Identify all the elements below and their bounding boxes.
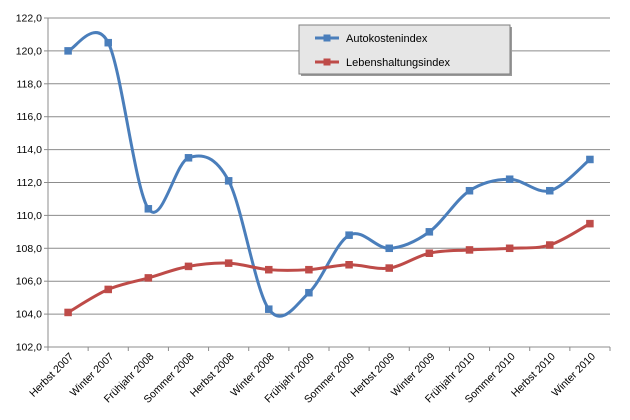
y-axis-tick-labels: 102,0 104,0 106,0 108,0 110,0 112,0 114,0 116,0… — [16, 13, 42, 354]
data-point-autokostenindex — [505, 175, 514, 183]
y-tick-label: 104,0 — [16, 309, 42, 321]
data-point-autokostenindex — [465, 186, 474, 195]
data-point-autokostenindex — [184, 154, 193, 162]
data-point-lebenshaltungsindex — [104, 285, 112, 294]
y-tick-label: 112,0 — [17, 177, 43, 189]
data-point-lebenshaltungsindex — [586, 219, 594, 228]
series-line-lebenshaltungsindex — [66, 222, 592, 314]
data-point-autokostenindex — [345, 231, 353, 239]
y-tick-label: 122,0 — [16, 13, 42, 25]
data-point-autokostenindex — [385, 244, 393, 253]
data-point-lebenshaltungsindex — [144, 274, 153, 282]
data-point-autokostenindex — [265, 305, 273, 313]
data-point-lebenshaltungsindex — [345, 261, 353, 269]
y-tick-label: 114,0 — [17, 144, 43, 156]
data-point-autokostenindex — [144, 205, 153, 213]
y-tick-label: 106,0 — [16, 276, 42, 288]
legend-swatch-marker-autokostenindex — [323, 34, 331, 42]
legend: Autokostenindex Lebenshaltungsindex — [298, 24, 512, 76]
y-tick-label: 120,0 — [16, 45, 42, 57]
legend-label-autokostenindex: Autokostenindex — [346, 33, 428, 45]
y-tick-label: 118,0 — [17, 78, 43, 90]
data-point-autokostenindex — [546, 186, 554, 195]
data-point-lebenshaltungsindex — [385, 264, 393, 272]
axes — [44, 17, 611, 351]
series-markers — [64, 38, 594, 317]
data-point-lebenshaltungsindex — [465, 246, 474, 254]
series-line-autokostenindex — [66, 31, 592, 318]
data-point-autokostenindex — [224, 177, 233, 185]
data-point-lebenshaltungsindex — [184, 262, 193, 271]
data-point-autokostenindex — [586, 155, 594, 164]
data-point-autokostenindex — [64, 47, 72, 55]
legend-label-lebenshaltungsindex: Lebenshaltungsindex — [346, 57, 450, 69]
data-point-autokostenindex — [305, 288, 313, 297]
y-tick-label: 110,0 — [17, 210, 43, 222]
y-tick-label: 108,0 — [16, 243, 42, 255]
data-point-autokostenindex — [425, 228, 434, 236]
data-point-lebenshaltungsindex — [64, 308, 72, 317]
data-point-autokostenindex — [104, 38, 112, 47]
x-tick-label: Winter 2010 — [550, 351, 599, 400]
y-tick-label: 102,0 — [16, 342, 42, 354]
data-point-lebenshaltungsindex — [546, 241, 554, 249]
legend-box — [298, 24, 511, 75]
data-point-lebenshaltungsindex — [265, 265, 273, 274]
data-point-lebenshaltungsindex — [425, 249, 434, 257]
data-point-lebenshaltungsindex — [305, 265, 313, 274]
legend-swatch-marker-lebenshaltungsindex — [323, 58, 331, 66]
data-point-lebenshaltungsindex — [224, 259, 233, 267]
data-point-lebenshaltungsindex — [505, 244, 514, 253]
y-tick-label: 116,0 — [17, 111, 43, 123]
